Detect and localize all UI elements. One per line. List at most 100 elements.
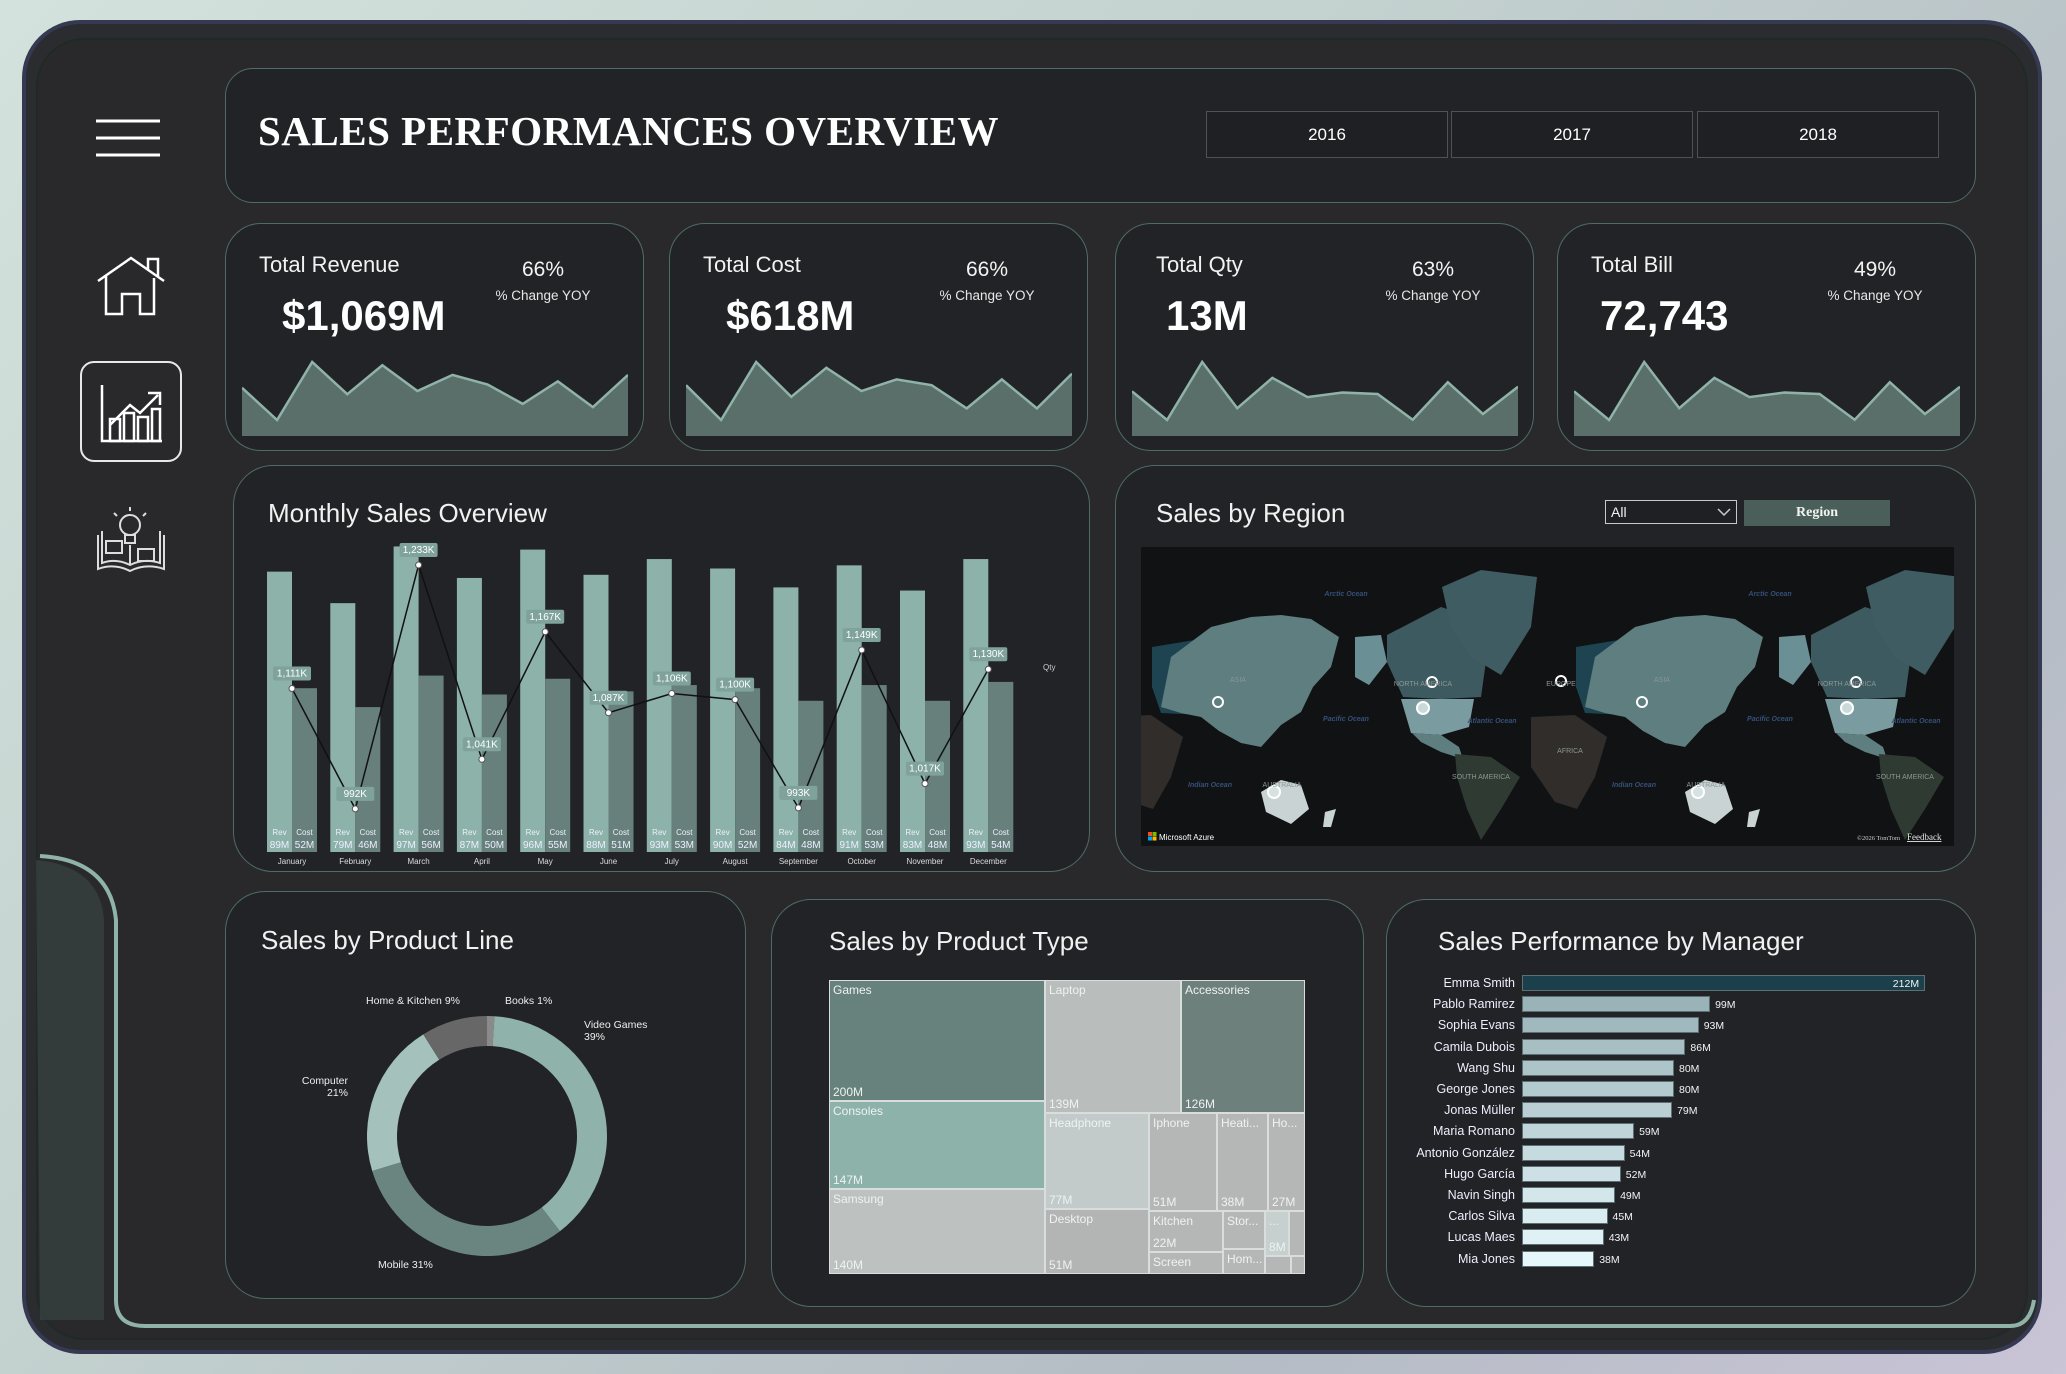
rev-bar[interactable] — [456, 577, 482, 852]
region-map[interactable]: Arctic Ocean Arctic Ocean Pacific Ocean … — [1141, 547, 1954, 846]
manager-bar[interactable] — [1522, 1187, 1616, 1203]
manager-bar[interactable] — [1522, 1165, 1621, 1182]
bubble-north-america[interactable] — [1426, 676, 1438, 688]
year-button-2016[interactable]: 2016 — [1206, 111, 1448, 158]
treemap-tile[interactable]: Ho... 27M — [1268, 1113, 1305, 1211]
cost-bar[interactable] — [481, 694, 507, 853]
manager-row[interactable]: Hugo García 52M — [1387, 1165, 1977, 1182]
manager-bar[interactable] — [1522, 1081, 1674, 1097]
rev-bar[interactable] — [330, 603, 356, 852]
manager-bar[interactable] — [1522, 1250, 1595, 1267]
manager-row[interactable]: Antonio González 54M — [1387, 1144, 1977, 1161]
cost-bar[interactable] — [671, 685, 697, 852]
donut-slice[interactable] — [492, 1016, 608, 1232]
donut-slice[interactable] — [423, 1016, 487, 1060]
year-button-2017[interactable]: 2017 — [1451, 111, 1693, 158]
qty-point[interactable] — [478, 755, 486, 763]
bubble-europe[interactable] — [1555, 675, 1567, 687]
rev-bar[interactable] — [836, 565, 862, 852]
rev-bar[interactable] — [963, 559, 989, 852]
rev-bar[interactable] — [267, 571, 292, 852]
manager-bar[interactable] — [1522, 996, 1711, 1013]
donut-slice[interactable] — [372, 1162, 560, 1257]
cost-bar[interactable] — [292, 688, 317, 852]
bubble-north-america-2[interactable] — [1850, 676, 1862, 688]
cost-bar[interactable] — [735, 688, 761, 852]
cost-bar[interactable] — [608, 691, 634, 852]
cost-bar[interactable] — [988, 681, 1014, 852]
rev-bar[interactable] — [393, 546, 419, 852]
cost-bar[interactable] — [418, 675, 444, 852]
donut-slice[interactable] — [366, 1034, 440, 1171]
qty-point[interactable] — [415, 561, 423, 569]
manager-row[interactable]: Jonas Müller 79M — [1387, 1102, 1977, 1119]
bubble-asia-2[interactable] — [1636, 696, 1648, 708]
manager-bar[interactable] — [1522, 1017, 1699, 1034]
manager-bar[interactable] — [1522, 1038, 1686, 1055]
treemap-tile[interactable]: Screen — [1149, 1252, 1223, 1274]
treemap-tile[interactable]: Headphone 77M — [1045, 1113, 1149, 1209]
qty-point[interactable] — [731, 696, 739, 704]
rev-bar[interactable] — [710, 568, 736, 853]
year-button-2018[interactable]: 2018 — [1697, 111, 1939, 158]
qty-point[interactable] — [605, 709, 612, 717]
treemap-tile[interactable]: Consoles 147M — [829, 1101, 1045, 1189]
treemap-tile[interactable] — [1265, 1256, 1291, 1274]
rev-bar[interactable] — [583, 574, 609, 852]
rev-bar[interactable] — [900, 590, 925, 852]
treemap-tile[interactable]: Games 200M — [829, 980, 1045, 1101]
map-feedback-link[interactable]: Feedback — [1907, 832, 1942, 842]
qty-point[interactable] — [984, 665, 992, 673]
treemap-tile[interactable]: Kitchen 22M — [1149, 1211, 1223, 1252]
bubble-asia[interactable] — [1212, 696, 1224, 708]
manager-row[interactable]: Camila Dubois 86M — [1387, 1038, 1977, 1055]
bubble-australia[interactable] — [1267, 785, 1281, 799]
manager-row[interactable]: Maria Romano 59M — [1387, 1123, 1977, 1140]
treemap-tile[interactable]: Desktop 51M — [1045, 1209, 1149, 1274]
manager-bar[interactable] — [1522, 1208, 1608, 1225]
manager-bar[interactable] — [1522, 1059, 1674, 1076]
qty-point[interactable] — [794, 804, 802, 812]
manager-bar[interactable] — [1522, 1123, 1635, 1140]
manager-row[interactable]: Mia Jones 38M — [1387, 1250, 1977, 1267]
cost-bar[interactable] — [545, 678, 571, 852]
donut-slice[interactable] — [487, 1016, 495, 1047]
bubble-usa-2[interactable] — [1840, 701, 1854, 715]
hamburger-menu-icon[interactable] — [96, 118, 160, 158]
manager-row[interactable]: Pablo Ramirez 99M — [1387, 996, 1977, 1013]
rev-bar[interactable] — [520, 549, 546, 852]
rev-bar[interactable] — [773, 587, 799, 852]
manager-row[interactable]: Sophia Evans 93M — [1387, 1017, 1977, 1034]
treemap-tile[interactable]: Accessories 126M — [1181, 980, 1305, 1113]
qty-point[interactable] — [858, 646, 866, 654]
manager-row[interactable]: Wang Shu 80M — [1387, 1059, 1977, 1076]
manager-row[interactable]: George Jones 80M — [1387, 1081, 1977, 1097]
qty-point[interactable] — [351, 805, 359, 813]
manager-row[interactable]: Navin Singh 49M — [1387, 1187, 1977, 1203]
treemap-tile[interactable]: Samsung 140M — [829, 1189, 1045, 1274]
treemap-tile[interactable]: Heati... 38M — [1217, 1113, 1268, 1211]
treemap-tile[interactable] — [1289, 1211, 1305, 1256]
treemap-tile[interactable]: Laptop 139M — [1045, 980, 1181, 1113]
manager-bar[interactable] — [1522, 1229, 1604, 1246]
qty-point[interactable] — [668, 690, 676, 698]
qty-point[interactable] — [921, 780, 929, 788]
bubble-usa[interactable] — [1416, 701, 1430, 715]
treemap-tile[interactable]: Hom... — [1223, 1249, 1265, 1274]
treemap-tile[interactable]: Stor... — [1223, 1211, 1265, 1249]
qty-point[interactable] — [288, 684, 296, 692]
manager-bar[interactable] — [1522, 1102, 1673, 1119]
manager-row[interactable]: Carlos Silva 45M — [1387, 1208, 1977, 1225]
home-icon[interactable] — [96, 256, 166, 318]
manager-row[interactable]: Lucas Maes 43M — [1387, 1229, 1977, 1246]
manager-row[interactable]: Emma Smith 212M — [1387, 975, 1977, 991]
treemap-tile[interactable]: Iphone 51M — [1149, 1113, 1217, 1211]
bubble-australia-2[interactable] — [1691, 785, 1705, 799]
treemap-tile[interactable]: ... 8M — [1265, 1211, 1289, 1256]
treemap-tile[interactable] — [1291, 1256, 1305, 1274]
idea-book-icon[interactable] — [96, 505, 166, 575]
qty-point[interactable] — [541, 628, 549, 636]
region-button[interactable]: Region — [1744, 500, 1890, 526]
region-filter-dropdown[interactable]: All — [1605, 500, 1737, 524]
manager-bar[interactable] — [1522, 1144, 1625, 1161]
